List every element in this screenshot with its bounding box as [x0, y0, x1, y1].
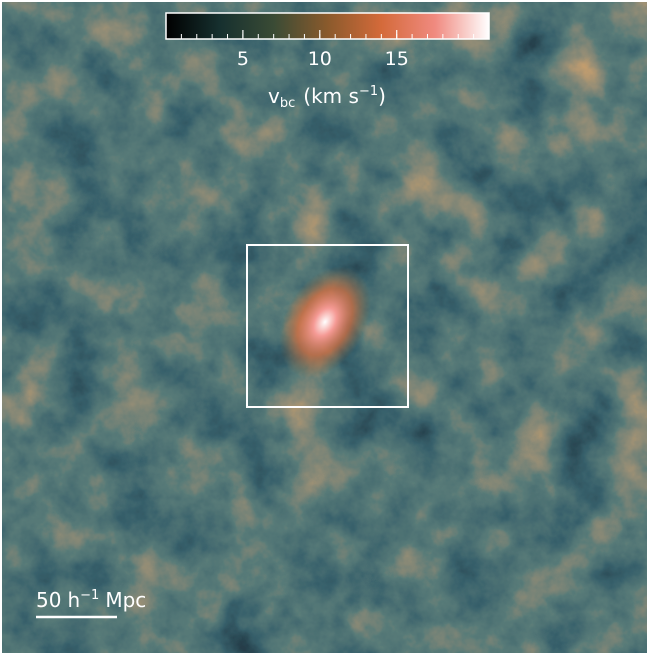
- page: 51015 vbc(km s−1) 50h−1Mpc (() => { cons…: [0, 0, 649, 655]
- label-subscript: bc: [280, 96, 295, 111]
- scale-exponent: −1: [80, 588, 99, 603]
- colorbar-tick-label: 10: [308, 48, 332, 70]
- label-unit: (km s: [303, 84, 359, 108]
- label-symbol: v: [268, 84, 280, 108]
- colorbar-tick-label: 15: [385, 48, 409, 70]
- label-exponent: −1: [359, 84, 378, 99]
- colorbar-tick-label: 5: [237, 48, 249, 70]
- scale-symbol: h: [67, 588, 80, 612]
- label-close: ): [378, 84, 386, 108]
- colorbar-gradient: [166, 13, 489, 39]
- figure: 51015 vbc(km s−1) 50h−1Mpc: [0, 0, 649, 655]
- scale-unit: Mpc: [105, 588, 146, 612]
- scale-number: 50: [36, 588, 61, 612]
